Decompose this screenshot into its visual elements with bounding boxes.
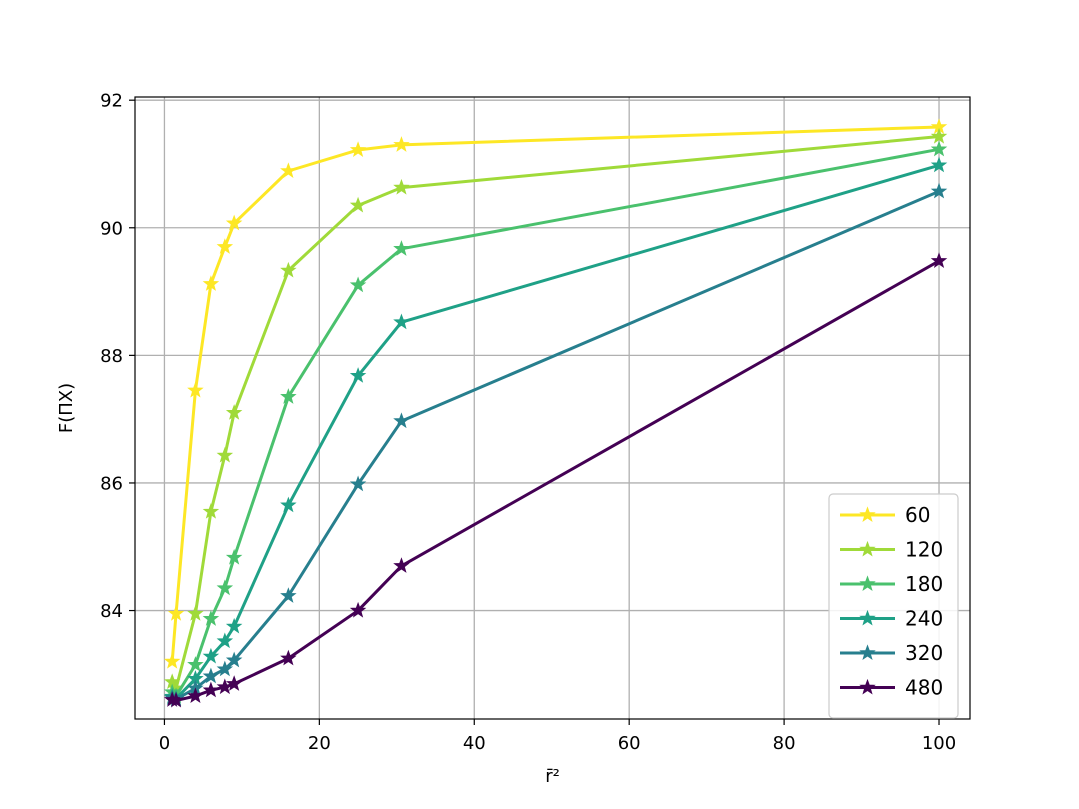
- data-point-180: [225, 548, 243, 565]
- data-point-240: [216, 632, 234, 649]
- data-point-240: [280, 496, 297, 513]
- data-point-180: [349, 276, 367, 293]
- data-point-120: [225, 404, 243, 420]
- data-point-60: [349, 141, 367, 157]
- series-line-240: [171, 163, 940, 701]
- data-point-320: [930, 182, 948, 199]
- y-tick-label: 92: [100, 91, 123, 112]
- data-point-60: [225, 214, 243, 231]
- legend-label-60: 60: [905, 503, 930, 527]
- data-point-320: [216, 660, 234, 677]
- data-point-480: [930, 252, 948, 268]
- legend-label-180: 180: [905, 572, 943, 596]
- data-point-480: [280, 649, 297, 666]
- data-point-60: [202, 275, 220, 291]
- series-line-180: [171, 147, 940, 698]
- data-point-60: [163, 652, 181, 669]
- data-point-180: [202, 610, 220, 626]
- x-tick-label: 0: [159, 733, 170, 754]
- legend-marker-240: [859, 609, 876, 626]
- x-tick-label: 80: [773, 733, 796, 754]
- data-point-120: [202, 503, 220, 519]
- data-point-120: [187, 605, 204, 621]
- data-point-180: [930, 140, 948, 157]
- data-point-240: [349, 367, 367, 383]
- data-point-60: [187, 381, 204, 398]
- data-point-320: [225, 651, 243, 668]
- x-tick-label: 60: [618, 733, 641, 754]
- legend-marker-320: [859, 644, 876, 661]
- legend-marker-60: [859, 506, 876, 523]
- data-point-480: [202, 681, 220, 698]
- data-point-320: [349, 475, 367, 492]
- data-point-60: [216, 238, 234, 254]
- legend-marker-180: [859, 575, 876, 592]
- data-point-480: [349, 601, 367, 618]
- legend: 60 120 180 240 320 480: [828, 493, 959, 719]
- legend-marker-120: [859, 540, 876, 557]
- data-point-60: [167, 605, 185, 621]
- legend-label-240: 240: [905, 607, 943, 631]
- x-tick-label: 40: [463, 733, 486, 754]
- data-point-320: [393, 412, 410, 429]
- y-tick-label: 90: [100, 218, 123, 239]
- data-point-480: [187, 687, 204, 704]
- data-point-240: [393, 313, 410, 330]
- data-point-480: [225, 675, 243, 691]
- data-point-120: [349, 196, 367, 213]
- series-layer: [163, 118, 948, 708]
- data-point-120: [393, 178, 410, 195]
- legend-marker-480: [859, 678, 876, 695]
- axes: 0 20 40 60 80 100 84 86 88 90 92: [100, 91, 956, 754]
- x-tick-label: 100: [922, 733, 956, 754]
- data-point-180: [393, 240, 410, 256]
- data-point-320: [202, 667, 220, 684]
- legend-label-480: 480: [905, 676, 943, 700]
- data-point-480: [216, 678, 234, 695]
- data-point-60: [280, 162, 297, 179]
- x-axis-label: r̄²: [545, 766, 560, 787]
- x-tick-label: 20: [308, 733, 331, 754]
- legend-label-320: 320: [905, 641, 943, 665]
- series-line-120: [170, 135, 940, 690]
- data-point-180: [280, 388, 297, 404]
- y-tick-label: 84: [100, 601, 123, 622]
- data-point-240: [202, 647, 220, 664]
- series-line-60: [170, 125, 940, 662]
- data-point-120: [930, 127, 948, 144]
- data-point-480: [167, 691, 185, 708]
- legend-label-120: 120: [905, 538, 943, 562]
- series-line-480: [171, 259, 940, 702]
- data-point-120: [280, 261, 297, 278]
- data-point-320: [280, 587, 297, 603]
- plot-frame: [134, 96, 971, 720]
- y-axis-label: F(ΠX): [56, 383, 77, 433]
- y-tick-label: 86: [100, 473, 123, 494]
- data-point-120: [216, 446, 234, 463]
- data-point-180: [216, 579, 234, 596]
- data-point-60: [393, 136, 410, 152]
- y-tick-label: 88: [100, 346, 123, 367]
- data-point-240: [225, 617, 243, 634]
- data-point-480: [393, 557, 410, 573]
- series-line-320: [171, 190, 940, 701]
- data-point-180: [187, 656, 204, 672]
- data-point-240: [930, 156, 948, 173]
